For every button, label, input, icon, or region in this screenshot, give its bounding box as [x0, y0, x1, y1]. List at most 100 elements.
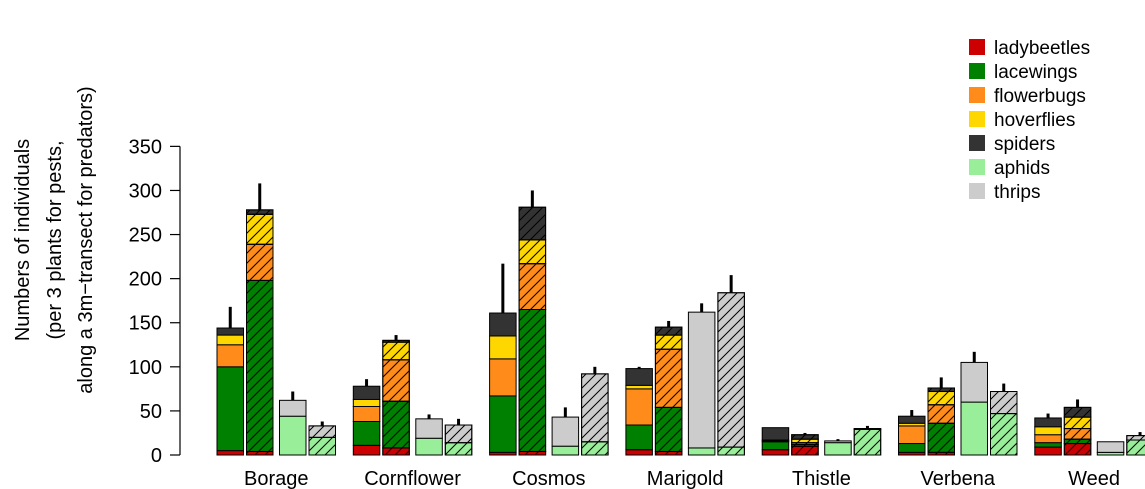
bar-hatch-spiders: [382, 339, 410, 343]
bar-segment-flowerbugs: [216, 344, 244, 368]
bar: [489, 263, 517, 456]
bar-hatch-spiders: [927, 387, 955, 393]
bar-hatch-aphids: [1126, 439, 1145, 456]
bar-segment-aphids: [279, 415, 307, 456]
bar: [791, 432, 819, 456]
legend-label: flowerbugs: [994, 86, 1086, 107]
x-tick-label: Cosmos: [512, 468, 585, 489]
bar-hatch-hoverflies: [246, 213, 274, 245]
y-axis-title-line-1: Numbers of individuals: [12, 139, 34, 341]
y-tick-label: 0: [151, 445, 162, 467]
legend-item-thrips: thrips: [969, 182, 1040, 203]
bar-hatch-hoverflies: [382, 341, 410, 361]
bar-hatch-ladybeetles: [518, 450, 547, 456]
bar-group-weed: [1034, 399, 1145, 456]
bar-hatch-flowerbugs: [382, 359, 410, 402]
bar: [898, 410, 926, 456]
bar-segment-thrips: [824, 440, 852, 444]
legend-swatch: [969, 39, 985, 55]
bar-hatch-aphids: [581, 441, 609, 456]
bar-hatch-spiders: [791, 434, 819, 440]
bar-segment-thrips: [1096, 441, 1125, 453]
bar-segment-lacewings: [352, 420, 381, 446]
bar-segment-lacewings: [216, 366, 244, 452]
legend-label: thrips: [994, 182, 1040, 203]
legend-swatch: [969, 111, 985, 127]
bar: [246, 183, 274, 456]
bar-group-verbena: [898, 351, 1018, 456]
bar-hatch-aphids: [308, 436, 336, 456]
legend-swatch: [969, 87, 985, 103]
bar: [415, 414, 443, 456]
bar-segment-aphids: [824, 442, 852, 456]
y-tick-label: 200: [129, 269, 162, 291]
legend-label: ladybeetles: [994, 38, 1090, 59]
bar: [687, 303, 716, 456]
y-tick-label: 50: [140, 401, 162, 423]
bar-hatch-hoverflies: [1063, 416, 1092, 430]
legend-item-aphids: aphids: [969, 158, 1050, 179]
bar-segment-spiders: [898, 415, 926, 424]
bar: [717, 275, 745, 456]
bar-hatch-spiders: [654, 326, 683, 336]
bar-segment-ladybeetles: [761, 449, 790, 456]
bar: [761, 427, 790, 456]
legend-item-spiders: spiders: [969, 134, 1055, 155]
y-tick-label: 100: [129, 357, 162, 379]
bar-segment-ladybeetles: [352, 444, 381, 456]
bar-hatch-flowerbugs: [518, 263, 547, 311]
legend-label: lacewings: [994, 62, 1077, 83]
y-tick-label: 250: [129, 225, 162, 247]
bar-segment-thrips: [551, 416, 580, 447]
bar-segment-hoverflies: [489, 335, 517, 360]
bar-segment-spiders: [489, 312, 517, 337]
bar-segment-spiders: [352, 385, 381, 400]
bar: [382, 335, 410, 456]
bar-hatch-spiders: [246, 209, 274, 215]
bar: [1034, 413, 1062, 456]
legend-item-hoverflies: hoverflies: [969, 110, 1075, 131]
bar-hatch-flowerbugs: [654, 348, 683, 408]
y-axis-title-line-3: along a 3m−transect for predators): [75, 86, 97, 393]
bar-hatch-flowerbugs: [1063, 428, 1092, 440]
bar-hatch-hoverflies: [654, 334, 683, 350]
bar-segment-ladybeetles: [625, 449, 653, 456]
bar-segment-flowerbugs: [898, 425, 926, 445]
bar: [824, 439, 852, 456]
bar-hatch-thrips: [1126, 435, 1145, 441]
bar-hatch-flowerbugs: [246, 243, 274, 281]
legend-swatch: [969, 183, 985, 199]
bar-hatch-ladybeetles: [654, 450, 683, 456]
bar: [1126, 432, 1145, 456]
bar-segment-thrips: [279, 399, 307, 417]
bar-segment-lacewings: [1034, 442, 1062, 448]
bar-hatch-aphids: [990, 413, 1018, 456]
bar-segment-spiders: [216, 327, 244, 336]
y-axis-title: Numbers of individuals (per 3 plants for…: [12, 86, 97, 393]
bar-segment-lacewings: [761, 441, 790, 451]
bar-group-cornflower: [352, 335, 473, 456]
bar: [216, 306, 244, 456]
bar-hatch-lacewings: [1063, 438, 1092, 445]
bar-segment-flowerbugs: [352, 406, 381, 422]
bar-segment-lacewings: [898, 443, 926, 453]
bar-segment-ladybeetles: [1034, 446, 1062, 456]
bar: [927, 377, 955, 456]
bar-segment-ladybeetles: [216, 450, 244, 456]
bar: [1096, 441, 1125, 456]
bar-hatch-ladybeetles: [246, 450, 274, 456]
bar: [581, 366, 609, 456]
bars: [216, 183, 1145, 456]
bar-hatch-lacewings: [246, 279, 274, 452]
bar-segment-aphids: [415, 437, 443, 456]
x-axis-labels: Borage Cornflower Cosmos Marigold Thistle Ver…: [244, 468, 1120, 489]
bar-segment-hoverflies: [625, 384, 653, 390]
bar-segment-lacewings: [625, 424, 653, 451]
bar-segment-thrips: [415, 418, 443, 439]
bar: [853, 425, 882, 456]
bar-segment-aphids: [687, 447, 716, 456]
bar-hatch-thrips: [308, 425, 336, 438]
legend-item-lacewings: lacewings: [969, 62, 1077, 83]
bar-segment-lacewings: [489, 395, 517, 453]
bar-segment-flowerbugs: [1034, 434, 1062, 444]
